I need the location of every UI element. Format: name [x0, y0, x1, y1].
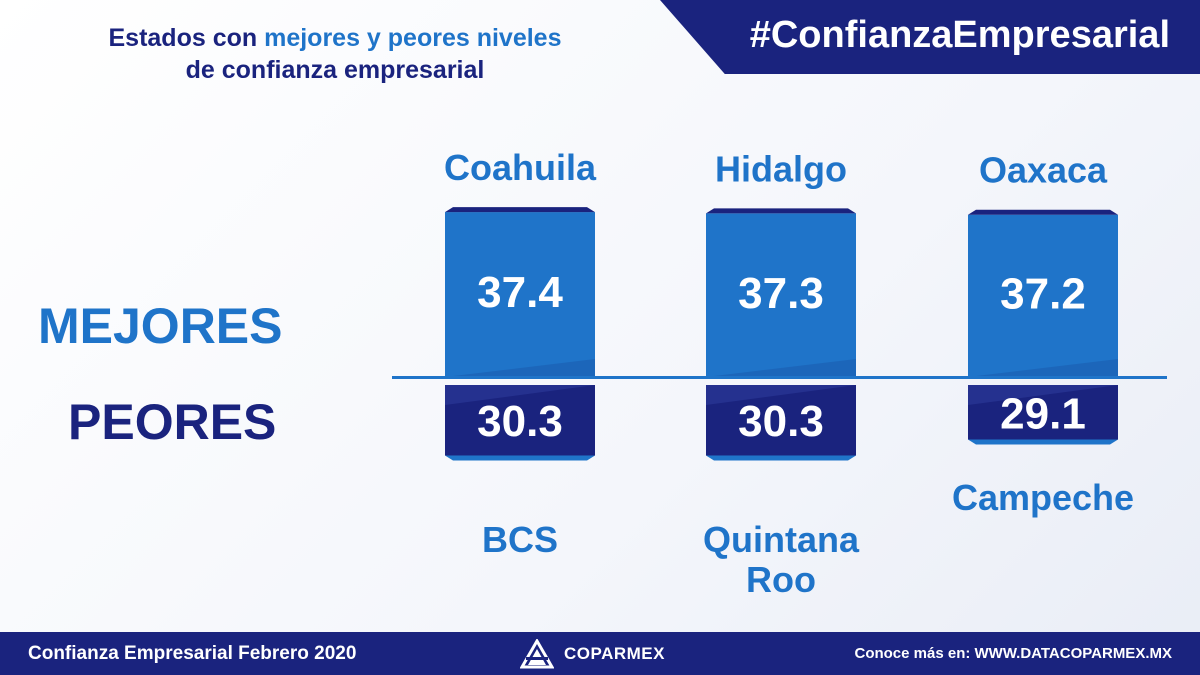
brand: COPARMEX [520, 638, 665, 670]
best-label: MEJORES [38, 298, 283, 354]
hashtag-banner: #ConfianzaEmpresarial [660, 0, 1200, 74]
bar-best [706, 213, 856, 377]
bar-best [968, 214, 1118, 377]
bar-worst-cap [968, 439, 1118, 445]
category-label-worst: Quintana Roo [703, 519, 860, 600]
bar-best-shade [445, 359, 595, 377]
bar-worst-shade [445, 385, 595, 405]
bar-best-cap [706, 208, 856, 214]
category-label-worst: Campeche [952, 477, 1134, 518]
coparmex-logo-icon [520, 639, 554, 669]
value-label-worst: 30.3 [738, 397, 824, 446]
value-label-worst: 30.3 [477, 397, 563, 446]
category-label-best: Coahuila [444, 147, 597, 188]
bar-worst-cap [445, 455, 595, 461]
title-line2: de confianza empresarial [185, 56, 485, 84]
value-label-best: 37.4 [477, 268, 563, 317]
value-label-worst: 29.1 [1000, 389, 1086, 438]
category-label-best: Oaxaca [979, 150, 1108, 191]
bar-worst-cap [706, 455, 856, 461]
chart-title: Estados con mejores y peores niveles de … [30, 22, 640, 86]
category-label-best: Hidalgo [715, 148, 847, 189]
hashtag-text: #ConfianzaEmpresarial [749, 14, 1170, 56]
value-label-best: 37.3 [738, 269, 824, 318]
brand-name: COPARMEX [564, 644, 665, 663]
bar-best-shade [968, 359, 1118, 377]
bar-best-cap [968, 209, 1118, 215]
title-highlight: mejores y peores niveles [264, 24, 562, 52]
category-label-worst: BCS [482, 519, 558, 560]
value-label-best: 37.2 [1000, 270, 1086, 319]
footer-left-text: Confianza Empresarial Febrero 2020 [28, 643, 357, 664]
worst-label: PEORES [68, 394, 277, 450]
bar-worst-shade [706, 385, 856, 405]
footer-right-text: Conoce más en: WWW.DATACOPARMEX.MX [854, 645, 1172, 662]
bar-best-shade [706, 359, 856, 377]
bar-chart: 37.4 Coahuila 37.3 Hidalgo 37.2 Oaxaca 30.3 30.… [444, 147, 1134, 600]
chart-baseline [392, 376, 1167, 379]
bar-worst-shade [968, 385, 1118, 405]
bar-best [445, 212, 595, 377]
title-prefix: Estados con [108, 24, 265, 52]
bar-best-cap [445, 207, 595, 213]
footer-bar: Confianza Empresarial Febrero 2020 COPAR… [0, 632, 1200, 675]
